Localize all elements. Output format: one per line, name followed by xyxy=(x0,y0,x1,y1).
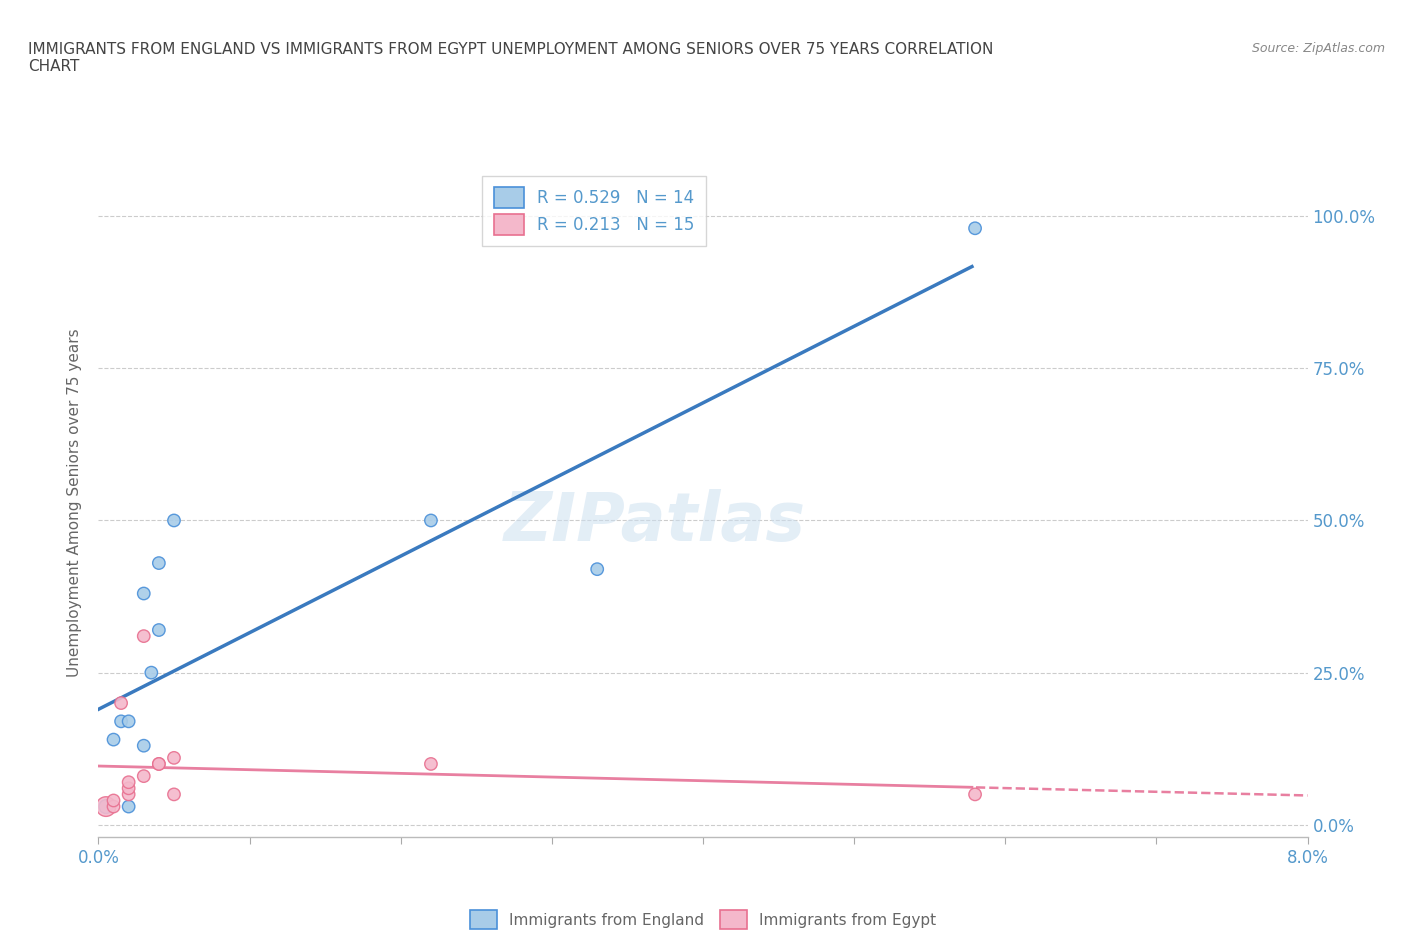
Point xyxy=(132,738,155,753)
Point xyxy=(118,781,141,796)
Point xyxy=(163,513,186,528)
Point xyxy=(118,775,141,790)
Point xyxy=(148,622,170,637)
Point xyxy=(94,799,117,814)
Text: Source: ZipAtlas.com: Source: ZipAtlas.com xyxy=(1251,42,1385,55)
Point xyxy=(148,756,170,771)
Text: IMMIGRANTS FROM ENGLAND VS IMMIGRANTS FROM EGYPT UNEMPLOYMENT AMONG SENIORS OVER: IMMIGRANTS FROM ENGLAND VS IMMIGRANTS FR… xyxy=(28,42,994,74)
Point xyxy=(420,756,443,771)
Point xyxy=(103,793,125,808)
Point xyxy=(163,751,186,765)
Point xyxy=(586,562,609,577)
Point xyxy=(965,220,987,235)
Point xyxy=(103,799,125,814)
Point xyxy=(94,799,117,814)
Text: ZIPatlas: ZIPatlas xyxy=(503,489,806,555)
Y-axis label: Unemployment Among Seniors over 75 years: Unemployment Among Seniors over 75 years xyxy=(67,328,83,676)
Point xyxy=(118,714,141,729)
Point xyxy=(163,787,186,802)
Point xyxy=(110,714,132,729)
Point xyxy=(420,513,443,528)
Point xyxy=(132,586,155,601)
Point xyxy=(965,787,987,802)
Point xyxy=(148,756,170,771)
Point xyxy=(132,769,155,784)
Point xyxy=(118,787,141,802)
Point xyxy=(103,732,125,747)
Point xyxy=(148,555,170,570)
Point xyxy=(118,799,141,814)
Point xyxy=(132,629,155,644)
Point xyxy=(110,696,132,711)
Point xyxy=(141,665,163,680)
Legend: Immigrants from England, Immigrants from Egypt: Immigrants from England, Immigrants from… xyxy=(463,903,943,930)
